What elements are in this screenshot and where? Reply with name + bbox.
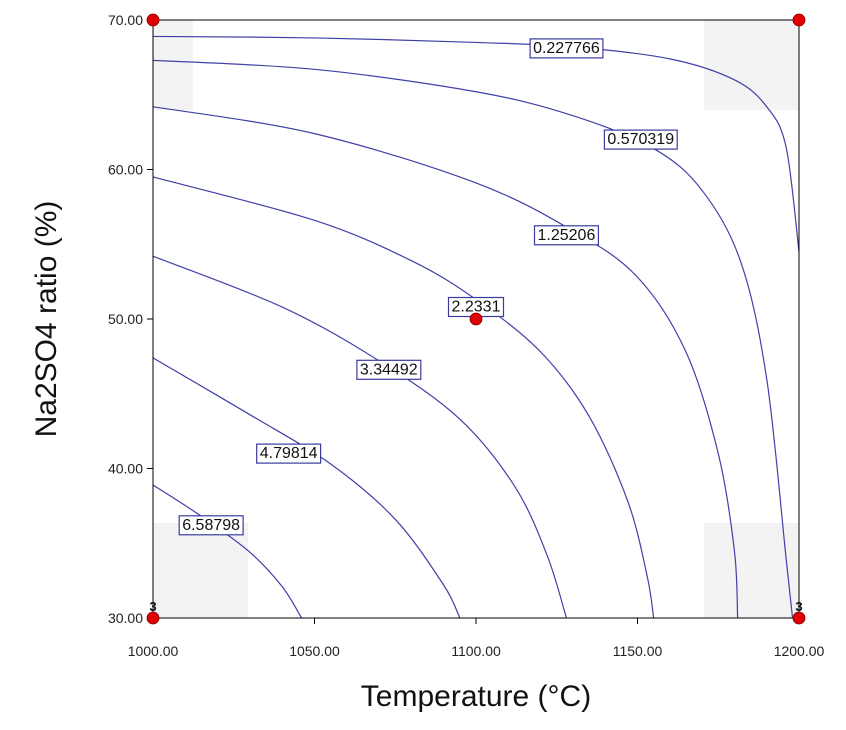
shade-patch-2 [153, 523, 248, 618]
x-tick-label: 1100.00 [451, 643, 501, 659]
shade-patch-3 [704, 523, 799, 618]
point-count-label: 3 [149, 599, 156, 614]
y-tick-label: 60.00 [108, 162, 143, 178]
contour-label-box [256, 443, 322, 464]
contour-label-text: 6.58798 [182, 517, 240, 534]
y-tick-label: 50.00 [108, 311, 143, 327]
contour-label-text: 3.34492 [360, 361, 418, 378]
contour-line-4 [152, 255, 568, 619]
contour-label-6: 6.58798 [178, 515, 244, 536]
x-tick-label: 1150.00 [613, 643, 663, 659]
contour-line-2 [152, 106, 739, 619]
contour-label-box [356, 359, 422, 380]
y-tick-label: 30.00 [108, 610, 143, 626]
contour-line-5 [152, 357, 461, 619]
contour-label-4: 3.34492 [356, 359, 422, 380]
shade-patch-1 [704, 20, 799, 110]
x-tick-label: 1200.00 [774, 643, 825, 659]
design-point-2 [469, 312, 483, 326]
contour-lines [152, 35, 800, 619]
contour-label-box [603, 129, 678, 150]
contour-label-text: 1.25206 [538, 227, 596, 244]
y-tick-label: 40.00 [108, 461, 143, 477]
design-point-0 [146, 13, 160, 27]
contour-label-text: 0.227766 [533, 40, 600, 57]
design-point-4 [792, 611, 806, 625]
contour-label-2: 1.25206 [533, 225, 600, 246]
contour-label-0: 0.227766 [529, 38, 604, 59]
contour-line-6 [152, 484, 303, 619]
x-tick-label: 1050.00 [289, 643, 340, 659]
axis-ticks: 1000.00 1050.00 1100.00 1150.00 1200.00 30.00… [108, 12, 825, 659]
contour-label-box [529, 38, 604, 59]
contour-label-1: 0.570319 [603, 129, 678, 150]
x-tick-label: 1000.00 [128, 643, 179, 659]
design-point-1 [792, 13, 806, 27]
contour-label-5: 4.79814 [256, 443, 322, 464]
contour-labels: 0.227766 0.570319 1.25206 2.2331 3.34492 4.79… [178, 38, 678, 536]
design-point-3 [146, 611, 160, 625]
contour-label-box [178, 515, 244, 536]
x-axis-title: Temperature (°C) [361, 680, 591, 713]
shade-patch-0 [153, 20, 193, 110]
contour-line-1 [152, 59, 794, 619]
contour-line-3 [152, 176, 655, 619]
contour-label-3: 2.2331 [447, 296, 505, 318]
y-tick-label: 70.00 [108, 12, 143, 28]
contour-label-text: 4.79814 [260, 445, 318, 462]
point-count-label: 3 [795, 599, 802, 614]
y-axis-title: Na2SO4 ratio (%) [30, 201, 63, 438]
contour-label-box [533, 225, 600, 246]
contour-label-text: 2.2331 [452, 299, 501, 316]
contour-label-text: 0.570319 [607, 131, 674, 148]
contour-line-0 [152, 35, 800, 252]
